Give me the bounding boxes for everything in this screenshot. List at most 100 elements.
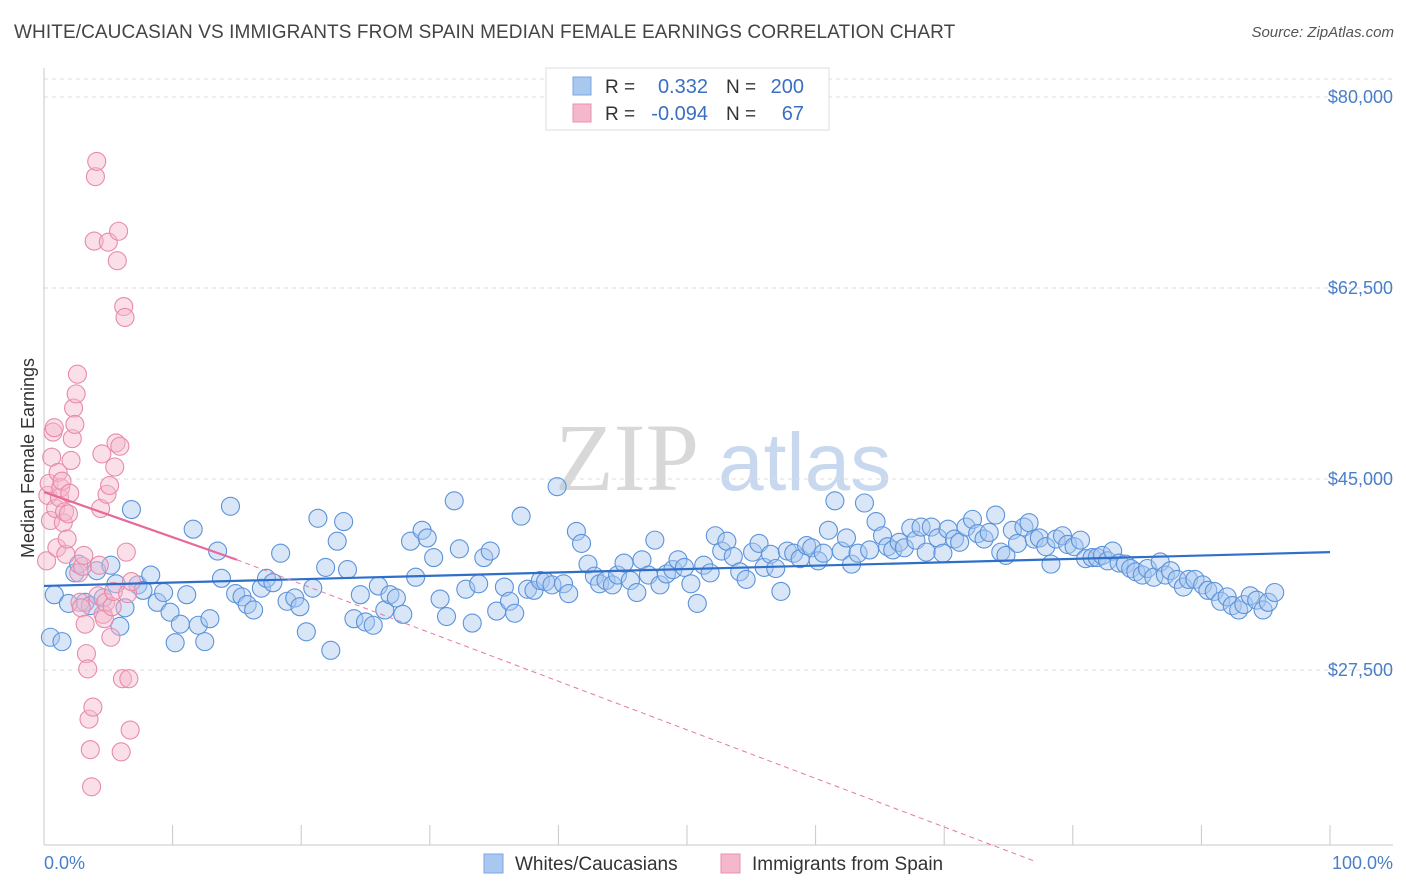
legend-blue-swatch: [572, 76, 592, 96]
point-whites: [860, 540, 880, 560]
point-whites: [52, 632, 72, 652]
point-whites: [878, 537, 898, 557]
point-whites: [290, 597, 310, 617]
point-whites: [627, 582, 647, 603]
point-whites: [511, 506, 531, 526]
point-whites: [1092, 545, 1112, 565]
point-spain: [66, 384, 86, 404]
point-whites: [836, 528, 857, 548]
point-whites: [578, 554, 598, 574]
point-spain: [115, 307, 135, 328]
point-whites: [436, 606, 457, 627]
point-whites: [344, 609, 364, 629]
legend-box: R = 0.332 N = 200 R = -0.094 N = 67: [545, 67, 830, 131]
point-whites: [571, 533, 592, 553]
point-whites: [1247, 590, 1267, 610]
point-spain: [121, 572, 141, 592]
point-whites: [1019, 513, 1039, 533]
point-whites: [889, 532, 909, 552]
point-spain: [58, 504, 78, 524]
bottom-legend-pink-swatch: [720, 853, 741, 874]
point-whites: [883, 540, 903, 560]
point-whites: [911, 517, 931, 537]
point-whites: [974, 529, 994, 549]
point-whites: [308, 508, 328, 528]
trend-lines: [43, 491, 1331, 862]
point-spain: [89, 555, 109, 575]
point-spain: [111, 742, 131, 762]
point-whites: [277, 591, 297, 611]
point-whites: [674, 557, 694, 577]
point-whites: [771, 581, 791, 601]
trend-spain-extrapolated: [236, 559, 1035, 862]
point-whites: [505, 603, 525, 623]
point-whites: [979, 522, 999, 543]
point-whites: [444, 491, 464, 511]
point-whites: [553, 574, 574, 594]
point-whites: [645, 530, 665, 550]
point-whites: [1132, 565, 1152, 585]
legend-pink-n-value: 67: [782, 103, 804, 125]
y-tick-label: $45,000: [1328, 469, 1393, 489]
point-whites: [712, 541, 732, 561]
legend-blue-r-value: 0.332: [658, 76, 708, 98]
point-whites: [1198, 580, 1218, 600]
point-whites: [417, 528, 437, 548]
point-whites: [736, 569, 756, 589]
point-spain: [88, 586, 108, 606]
point-whites: [188, 615, 208, 635]
point-whites: [766, 558, 786, 579]
legend-pink-r-label: R =: [605, 104, 635, 125]
point-spain: [79, 709, 99, 729]
point-whites: [1103, 541, 1123, 561]
point-spain: [119, 669, 139, 689]
point-spain: [94, 609, 114, 629]
point-whites: [1204, 581, 1224, 601]
point-whites: [1229, 600, 1249, 620]
point-spain: [52, 471, 72, 491]
point-spain: [76, 644, 96, 664]
point-whites: [650, 575, 670, 595]
point-whites: [449, 539, 469, 559]
point-whites: [480, 541, 500, 561]
point-whites: [462, 613, 482, 633]
point-whites: [866, 512, 886, 532]
point-spain: [71, 598, 91, 618]
point-whites: [350, 585, 370, 605]
point-spain: [92, 444, 112, 464]
point-spain: [82, 777, 102, 797]
point-spain: [80, 740, 100, 760]
point-spain: [106, 433, 126, 453]
point-whites: [321, 640, 341, 660]
point-spain: [110, 436, 130, 456]
point-whites: [121, 500, 141, 520]
point-whites: [894, 538, 914, 558]
point-spain: [51, 478, 71, 498]
point-whites: [296, 622, 316, 642]
bottom-legend-spain: Immigrants from Spain: [752, 854, 943, 875]
source-label: Source: ZipAtlas.com: [1251, 24, 1394, 41]
point-spain: [105, 457, 125, 477]
point-spain: [103, 581, 123, 601]
point-whites: [170, 614, 190, 634]
y-tick-labels: $27,500 $45,000 $62,500 $80,000: [1328, 87, 1393, 680]
bottom-legend-blue-swatch: [483, 853, 504, 874]
point-whites: [430, 589, 450, 609]
point-spain: [75, 614, 95, 634]
point-whites: [547, 477, 567, 497]
trend-spain: [43, 491, 238, 561]
legend-pink-n-label: N =: [726, 104, 756, 125]
point-whites: [237, 594, 257, 615]
bottom-legend-whites: Whites/Caucasians: [515, 854, 678, 875]
point-whites: [1097, 551, 1118, 571]
point-whites: [1178, 569, 1199, 589]
point-spain: [102, 597, 122, 617]
point-spain: [84, 231, 104, 251]
series-spain: [37, 151, 141, 797]
point-spain: [65, 414, 85, 434]
point-spain: [74, 545, 94, 565]
point-spain: [57, 529, 77, 549]
point-whites: [386, 588, 406, 608]
trend-whites: [43, 551, 1331, 588]
point-whites: [1007, 533, 1028, 553]
